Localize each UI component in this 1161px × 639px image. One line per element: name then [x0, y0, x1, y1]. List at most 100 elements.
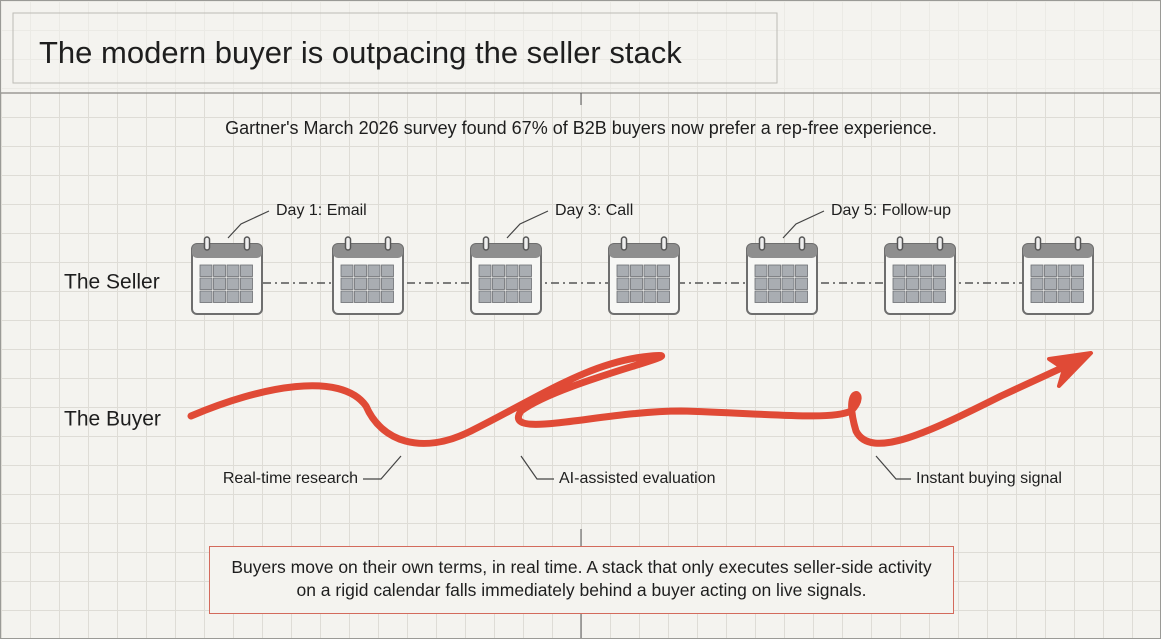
calendar-cell — [795, 290, 808, 303]
calendar-header — [192, 244, 262, 258]
leader-line — [782, 210, 825, 239]
calendar-ring — [203, 236, 211, 251]
calendar-cell — [795, 277, 808, 290]
calendar-cell — [519, 264, 532, 277]
calendar-cell — [616, 264, 630, 277]
calendar-cell — [781, 264, 795, 277]
calendar-cell — [919, 277, 933, 290]
calendar-ring — [482, 236, 490, 251]
calendar-cell — [768, 264, 781, 277]
calendar-header — [609, 244, 679, 258]
calendar-cell — [367, 277, 381, 290]
calendar — [470, 236, 542, 315]
calendar-cell — [768, 277, 781, 290]
calendar-cell — [616, 290, 630, 303]
calendar-cell — [1030, 290, 1044, 303]
calendar-cell — [226, 264, 240, 277]
calendar-cell — [340, 264, 354, 277]
calendar-cell — [367, 290, 381, 303]
calendar-ring — [758, 236, 766, 251]
calendar-cell — [226, 290, 240, 303]
leader-line — [875, 455, 911, 480]
calendar-cell — [754, 264, 768, 277]
calendar-ring — [1034, 236, 1042, 251]
calendar — [884, 236, 956, 315]
calendar-cell — [354, 277, 367, 290]
seller-label: The Seller — [64, 271, 160, 294]
calendar-ring — [936, 236, 944, 251]
calendar-header — [333, 244, 403, 258]
calendar-cell — [478, 264, 492, 277]
calendar-cell — [240, 264, 253, 277]
leader-line — [506, 210, 549, 239]
calendar-cell — [492, 277, 505, 290]
buyer-step: Real-time research — [223, 470, 358, 487]
seller-step: Day 5: Follow-up — [831, 202, 951, 219]
calendar-cell — [367, 264, 381, 277]
seller-step: Day 1: Email — [276, 202, 367, 219]
calendar — [746, 236, 818, 315]
calendar-cell — [478, 290, 492, 303]
calendar-ring — [660, 236, 668, 251]
callout: Buyers move on their own terms, in real … — [209, 546, 954, 614]
calendar-cell — [795, 264, 808, 277]
subtitle: Gartner's March 2026 survey found 67% of… — [225, 118, 937, 138]
seller-step: Day 3: Call — [555, 202, 633, 219]
calendar-cell — [630, 290, 643, 303]
calendar-cell — [1044, 290, 1057, 303]
calendar-cell — [492, 290, 505, 303]
leader-line — [520, 455, 554, 480]
calendar-cell — [643, 290, 657, 303]
calendar-cell — [754, 277, 768, 290]
calendar-ring — [384, 236, 392, 251]
calendar-cell — [505, 277, 519, 290]
calendar-cell — [1071, 264, 1084, 277]
calendar-cell — [505, 290, 519, 303]
calendar-cell — [616, 277, 630, 290]
calendar-cell — [919, 264, 933, 277]
calendar-ring — [1074, 236, 1082, 251]
title-band — [1, 1, 1160, 93]
calendar-cell — [1071, 290, 1084, 303]
leader-line — [363, 455, 402, 480]
calendar-cell — [781, 290, 795, 303]
calendar-ring — [620, 236, 628, 251]
calendar-cell — [1044, 264, 1057, 277]
calendar-cell — [657, 277, 670, 290]
calendar-cell — [381, 264, 394, 277]
calendar-cell — [492, 264, 505, 277]
calendar — [608, 236, 680, 315]
calendar-cell — [226, 277, 240, 290]
calendar-header — [471, 244, 541, 258]
calendar-cell — [892, 277, 906, 290]
calendar-header — [885, 244, 955, 258]
buyer-arrowhead — [1047, 351, 1093, 388]
buyer-path — [187, 351, 1070, 447]
calendar-cell — [906, 264, 919, 277]
calendar-cell — [1057, 290, 1071, 303]
calendar-cell — [1044, 277, 1057, 290]
calendar — [1022, 236, 1094, 315]
calendar-cell — [213, 290, 226, 303]
calendar-cell — [519, 277, 532, 290]
calendar-cell — [630, 277, 643, 290]
calendar-cell — [657, 264, 670, 277]
calendar-cell — [213, 264, 226, 277]
calendar-cell — [478, 277, 492, 290]
calendar-cell — [906, 277, 919, 290]
calendar-header — [747, 244, 817, 258]
calendar-cell — [919, 290, 933, 303]
calendar-cell — [381, 277, 394, 290]
calendar-cell — [1057, 264, 1071, 277]
buyer-step: AI-assisted evaluation — [559, 470, 716, 487]
calendar-cell — [340, 290, 354, 303]
calendar-cell — [381, 290, 394, 303]
leader-line — [227, 210, 270, 239]
calendar-cell — [643, 277, 657, 290]
calendar-cell — [354, 264, 367, 277]
calendar-cell — [768, 290, 781, 303]
calendar-ring — [522, 236, 530, 251]
calendar-header — [1023, 244, 1093, 258]
